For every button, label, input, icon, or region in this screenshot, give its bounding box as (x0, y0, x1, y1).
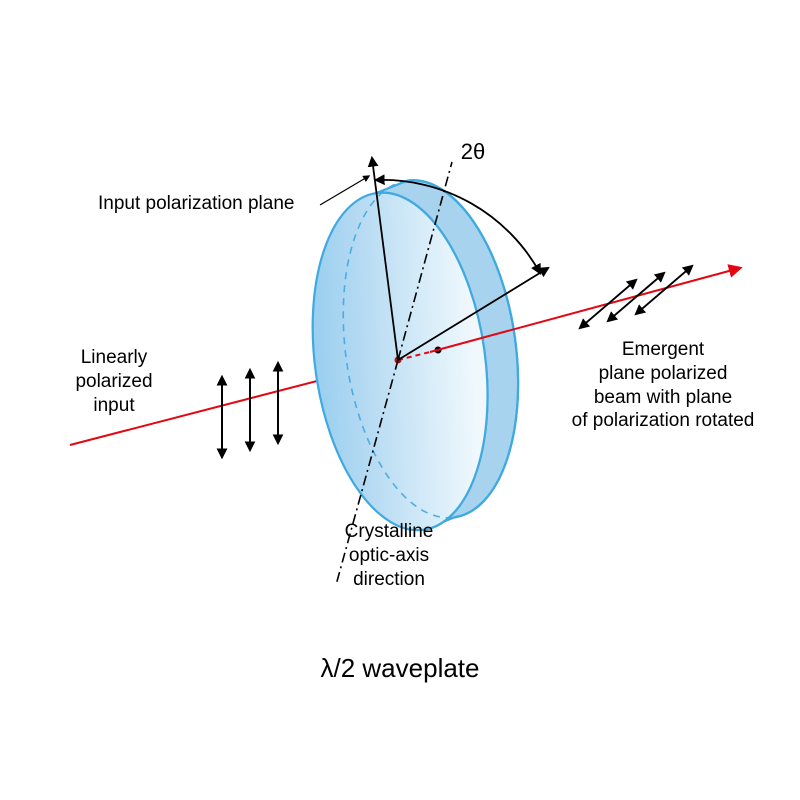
label-linearly-polarized: Linearlypolarizedinput (54, 346, 174, 417)
diagram-title: λ/2 waveplate (0, 652, 800, 685)
diagram-stage: Input polarization plane Linearlypolariz… (0, 0, 800, 800)
label-crystalline-axis: Crystallineoptic-axisdirection (304, 520, 474, 591)
label-2theta: 2θ (448, 138, 498, 166)
output-polarization-arrows (580, 266, 692, 328)
label-input-plane: Input polarization plane (98, 192, 338, 216)
label-emergent: Emergentplane polarizedbeam with planeof… (548, 338, 778, 433)
input-polarization-arrows (222, 363, 278, 457)
